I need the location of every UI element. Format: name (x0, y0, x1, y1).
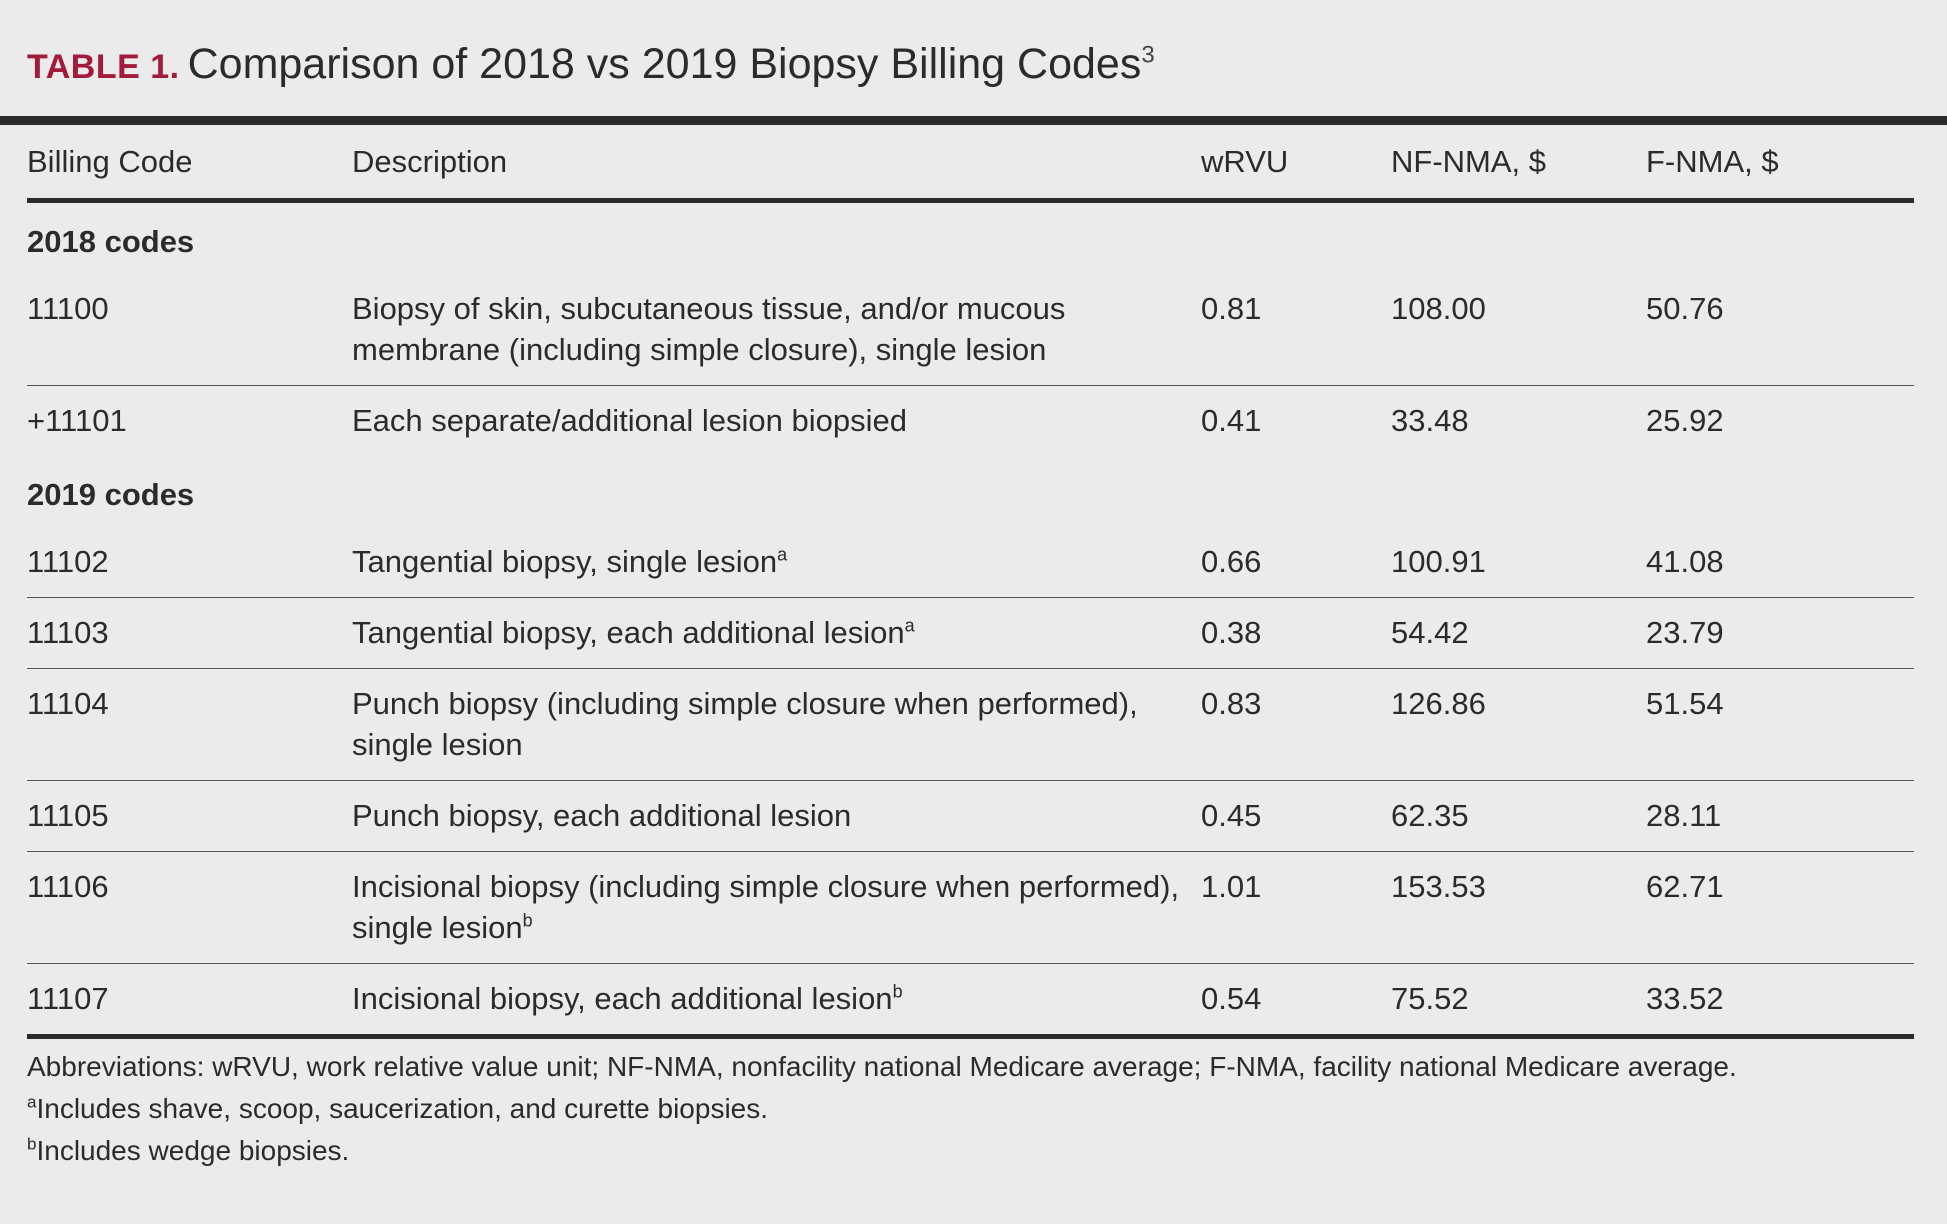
footnote-a: aIncludes shave, scoop, saucerization, a… (27, 1088, 1927, 1130)
group-label: 2019 codes (27, 477, 195, 512)
cell-nf-nma: 54.42 (1391, 597, 1646, 669)
footnote-a-text: Includes shave, scoop, saucerization, an… (36, 1093, 769, 1124)
cell-nf-nma: 153.53 (1391, 851, 1646, 964)
description-text: Biopsy of skin, subcutaneous tissue, and… (352, 291, 1066, 367)
cell-f-nma: 25.92 (1646, 403, 1724, 438)
description-text: Incisional biopsy (including simple clos… (352, 869, 1180, 945)
cell-wrvu: 0.38 (1201, 597, 1391, 669)
cell-billing-code: 11102 (27, 527, 352, 598)
table-row: 11102 Tangential biopsy, single lesiona 0.… (27, 527, 1914, 598)
cell-billing-code: 11104 (27, 668, 352, 781)
table-title-caption: Comparison of 2018 vs 2019 Biopsy Billin… (187, 40, 1142, 88)
cell-f-nma: 28.11 (1646, 780, 1914, 852)
cell-description: Each separate/additional lesion biopsied (352, 386, 1201, 457)
cell-billing-code: 11105 (27, 780, 352, 852)
cell-f-nma: 41.08 (1646, 527, 1914, 598)
header-billing-code: Billing Code (27, 125, 352, 203)
cell-nf-nma: 62.35 (1391, 780, 1646, 852)
description-text: Punch biopsy, each additional lesion (352, 798, 852, 833)
cell-billing-code: +11101 (27, 403, 127, 438)
cell-wrvu: 0.41 (1201, 403, 1262, 438)
group-label: 2018 codes (27, 224, 195, 259)
cell-f-nma: 33.52 (1646, 963, 1914, 1039)
table-body: 2018 codes 11100 Biopsy of skin, subcutane… (27, 201, 1914, 1039)
description-text: Tangential biopsy, each additional lesio… (352, 615, 905, 650)
header-wrvu: wRVU (1201, 125, 1391, 203)
cell-nf-nma: 75.52 (1391, 963, 1646, 1039)
cell-wrvu: 0.66 (1201, 527, 1391, 598)
table-title: TABLE 1. Comparison of 2018 vs 2019 Biops… (27, 40, 1155, 89)
table-row: 11105 Punch biopsy, each additional lesio… (27, 780, 1914, 852)
cell-wrvu: 0.81 (1201, 274, 1391, 386)
cell-description: Incisional biopsy (including simple clos… (352, 851, 1201, 964)
cell-wrvu: 0.45 (1201, 780, 1391, 852)
cell-description: Biopsy of skin, subcutaneous tissue, and… (352, 274, 1201, 386)
table-row: 11100 Biopsy of skin, subcutaneous tissue… (27, 274, 1914, 386)
title-reference-marker: 3 (1141, 41, 1155, 69)
abbreviations-note: Abbreviations: wRVU, work relative value… (27, 1051, 1737, 1082)
footnote-marker: a (777, 544, 788, 565)
group-header-row: 2018 codes (27, 201, 1914, 275)
footnote-b-mark: b (27, 1134, 37, 1154)
cell-f-nma: 50.76 (1646, 274, 1914, 386)
cell-wrvu: 1.01 (1201, 851, 1391, 964)
top-rule (0, 116, 1947, 125)
footnote-marker: b (892, 981, 903, 1002)
cell-billing-code: 11107 (27, 963, 352, 1039)
cell-billing-code: 11103 (27, 597, 352, 669)
table-row: 11107 Incisional biopsy, each additional … (27, 963, 1914, 1039)
description-text: Punch biopsy (including simple closure w… (352, 686, 1138, 762)
cell-description: Incisional biopsy, each additional lesio… (352, 963, 1201, 1039)
table-header: Billing Code Description wRVU NF-NMA, $ … (27, 125, 1914, 203)
cell-nf-nma: 33.48 (1391, 403, 1469, 438)
cell-nf-nma: 108.00 (1391, 274, 1646, 386)
table-footnotes: Abbreviations: wRVU, work relative value… (27, 1046, 1927, 1172)
table-row: 11104 Punch biopsy (including simple clos… (27, 668, 1914, 781)
description-text: Each separate/additional lesion biopsied (352, 403, 907, 438)
cell-wrvu: 0.83 (1201, 668, 1391, 781)
table-row: 11106 Incisional biopsy (including simple… (27, 851, 1914, 964)
footnote-a-mark: a (27, 1092, 37, 1112)
billing-codes-table: Billing Code Description wRVU NF-NMA, $ … (27, 125, 1914, 1039)
header-nf-nma: NF-NMA, $ (1391, 125, 1646, 203)
footnote-marker: b (522, 910, 533, 931)
footnote-b: bIncludes wedge biopsies. (27, 1130, 1927, 1172)
cell-f-nma: 62.71 (1646, 851, 1914, 964)
cell-billing-code: 11100 (27, 274, 352, 386)
cell-description: Punch biopsy, each additional lesion (352, 780, 1201, 852)
header-description: Description (352, 125, 1201, 203)
cell-description: Punch biopsy (including simple closure w… (352, 668, 1201, 781)
cell-nf-nma: 126.86 (1391, 668, 1646, 781)
footnote-marker: a (904, 615, 915, 636)
table-row: 11103 Tangential biopsy, each additional … (27, 597, 1914, 669)
cell-wrvu: 0.54 (1201, 963, 1391, 1039)
table-number-label: TABLE 1. (27, 48, 180, 86)
header-row: Billing Code Description wRVU NF-NMA, $ … (27, 125, 1914, 203)
cell-nf-nma: 100.91 (1391, 527, 1646, 598)
footnote-b-text: Includes wedge biopsies. (36, 1135, 350, 1166)
group-header-row: 2019 codes (27, 456, 1914, 527)
table-title-text: Comparison of 2018 vs 2019 Biopsy Billin… (188, 40, 1155, 88)
cell-f-nma: 23.79 (1646, 597, 1914, 669)
table-row: +11101 Each separate/additional lesion bi… (27, 386, 1914, 457)
description-text: Incisional biopsy, each additional lesio… (352, 981, 893, 1016)
cell-description: Tangential biopsy, single lesiona (352, 527, 1201, 598)
header-f-nma: F-NMA, $ (1646, 125, 1914, 203)
cell-description: Tangential biopsy, each additional lesio… (352, 597, 1201, 669)
cell-f-nma: 51.54 (1646, 668, 1914, 781)
cell-billing-code: 11106 (27, 851, 352, 964)
description-text: Tangential biopsy, single lesion (352, 544, 778, 579)
